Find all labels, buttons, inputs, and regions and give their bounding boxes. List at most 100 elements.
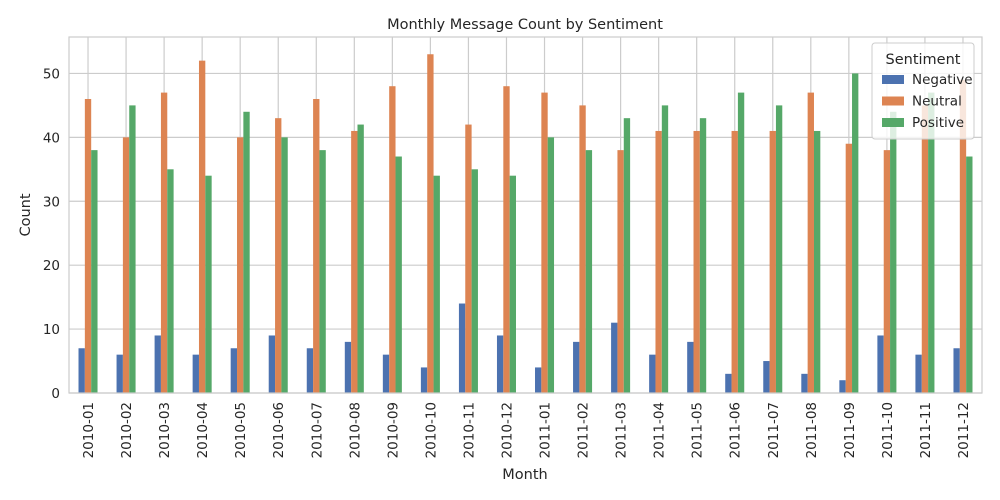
plot-frame <box>68 36 983 394</box>
bar-positive-2011-07 <box>775 105 783 394</box>
legend-label-neutral: Neutral <box>912 94 962 110</box>
x-tick-label: 2011-08 <box>804 402 820 458</box>
bar-negative-2010-05 <box>230 348 238 393</box>
bar-neutral-2010-10 <box>427 54 434 393</box>
legend-swatch-neutral <box>882 96 904 106</box>
bar-positive-2011-08 <box>813 130 821 394</box>
bar-negative-2010-02 <box>116 354 123 393</box>
bar-neutral-2010-05 <box>237 137 244 393</box>
x-tick-label: 2011-06 <box>728 402 744 458</box>
bar-negative-2011-03 <box>611 322 618 393</box>
x-tick-label: 2011-11 <box>918 402 934 458</box>
bar-negative-2010-11 <box>458 303 466 393</box>
bar-positive-2011-03 <box>623 118 631 393</box>
bar-positive-2011-06 <box>737 92 745 393</box>
bar-positive-2010-11 <box>471 169 478 393</box>
bar-neutral-2010-03 <box>160 92 168 393</box>
x-tick-label: 2010-06 <box>271 402 287 458</box>
y-tick-label: 40 <box>43 130 60 146</box>
bar-positive-2010-01 <box>91 150 98 393</box>
bar-negative-2011-01 <box>535 367 542 393</box>
x-tick-label: 2011-07 <box>766 402 782 458</box>
bar-negative-2011-07 <box>763 361 770 393</box>
bar-neutral-2010-07 <box>313 98 320 394</box>
bar-positive-2011-01 <box>547 137 555 393</box>
x-tick-label: 2010-05 <box>233 402 249 458</box>
bar-neutral-2011-08 <box>807 92 814 393</box>
bar-positive-2010-07 <box>319 150 326 393</box>
bar-negative-2010-07 <box>306 348 314 393</box>
x-tick-label: 2010-09 <box>385 402 401 458</box>
bar-neutral-2010-12 <box>503 86 510 393</box>
bar-neutral-2010-06 <box>275 118 282 393</box>
bar-neutral-2011-06 <box>731 130 738 394</box>
bar-negative-2010-06 <box>268 335 276 393</box>
x-tick-label: 2010-08 <box>347 402 363 458</box>
legend-label-negative: Negative <box>912 72 973 88</box>
x-tick-label: 2011-10 <box>880 402 896 458</box>
bar-negative-2010-03 <box>154 335 161 393</box>
x-tick-label: 2011-01 <box>538 402 554 458</box>
x-tick-label: 2011-09 <box>842 402 858 458</box>
bar-negative-2010-09 <box>382 354 390 393</box>
y-tick-label: 10 <box>43 322 60 338</box>
y-tick-labels: 0 10 20 30 40 50 <box>43 66 60 402</box>
bar-positive-2011-02 <box>585 150 593 393</box>
x-tick-label: 2010-03 <box>157 402 173 458</box>
bar-negative-2011-09 <box>839 380 846 393</box>
plot-background <box>69 37 982 393</box>
x-tick-label: 2011-05 <box>690 402 706 458</box>
bar-positive-2010-09 <box>395 156 402 393</box>
bar-positive-2011-05 <box>699 118 707 393</box>
bar-positive-2010-05 <box>243 111 250 393</box>
bar-negative-2010-10 <box>420 367 428 393</box>
legend-box <box>871 42 975 140</box>
plot-border <box>68 36 983 394</box>
x-tick-label: 2010-12 <box>499 402 515 458</box>
bar-neutral-2011-11 <box>921 105 929 394</box>
bar-negative-2010-04 <box>192 354 199 393</box>
x-tick-label: 2011-02 <box>576 402 592 458</box>
bar-neutral-2011-09 <box>845 143 853 393</box>
bar-positive-2010-06 <box>281 137 288 393</box>
bar-negative-2011-05 <box>687 341 694 393</box>
x-tick-label: 2010-10 <box>423 402 439 458</box>
bar-positive-2010-10 <box>433 175 440 393</box>
bar-positive-2010-12 <box>509 175 516 393</box>
bar-negative-2011-06 <box>725 373 732 393</box>
x-tick-label: 2010-11 <box>461 402 477 458</box>
y-tick-label: 50 <box>43 66 60 82</box>
bar-negative-2010-08 <box>344 341 352 393</box>
x-tick-label: 2011-12 <box>956 402 972 458</box>
bar-neutral-2010-01 <box>84 98 92 394</box>
y-axis-label: Count <box>18 193 34 236</box>
x-tick-label: 2011-03 <box>614 402 630 458</box>
bar-neutral-2011-12 <box>959 79 967 393</box>
bar-neutral-2011-03 <box>617 150 624 393</box>
bar-positive-2011-04 <box>661 105 669 394</box>
bar-negative-2011-04 <box>649 354 656 393</box>
y-tick-label: 20 <box>43 258 60 274</box>
bar-negative-2010-01 <box>78 348 85 393</box>
bar-neutral-2010-02 <box>122 137 130 393</box>
x-tick-label: 2011-04 <box>652 402 668 458</box>
bar-negative-2011-02 <box>573 341 580 393</box>
bar-positive-2010-04 <box>205 175 212 393</box>
bar-neutral-2011-10 <box>883 150 891 393</box>
bar-positive-2010-02 <box>129 105 136 394</box>
y-tick-label: 0 <box>51 386 60 402</box>
bar-negative-2010-12 <box>496 335 504 393</box>
bar-neutral-2010-08 <box>351 130 358 394</box>
bar-neutral-2011-07 <box>769 130 776 394</box>
bar-positive-2011-11 <box>928 92 935 393</box>
y-tick-label: 30 <box>43 194 60 210</box>
legend-label-positive: Positive <box>912 115 964 131</box>
x-tick-label: 2010-04 <box>195 402 211 458</box>
x-axis-label: Month <box>502 467 547 483</box>
legend-swatch-negative <box>882 75 904 84</box>
bar-neutral-2011-05 <box>693 130 700 394</box>
bar-negative-2011-10 <box>877 335 884 393</box>
bar-neutral-2010-11 <box>465 124 472 393</box>
legend-swatch-positive <box>882 118 904 127</box>
bar-negative-2011-11 <box>915 354 922 393</box>
